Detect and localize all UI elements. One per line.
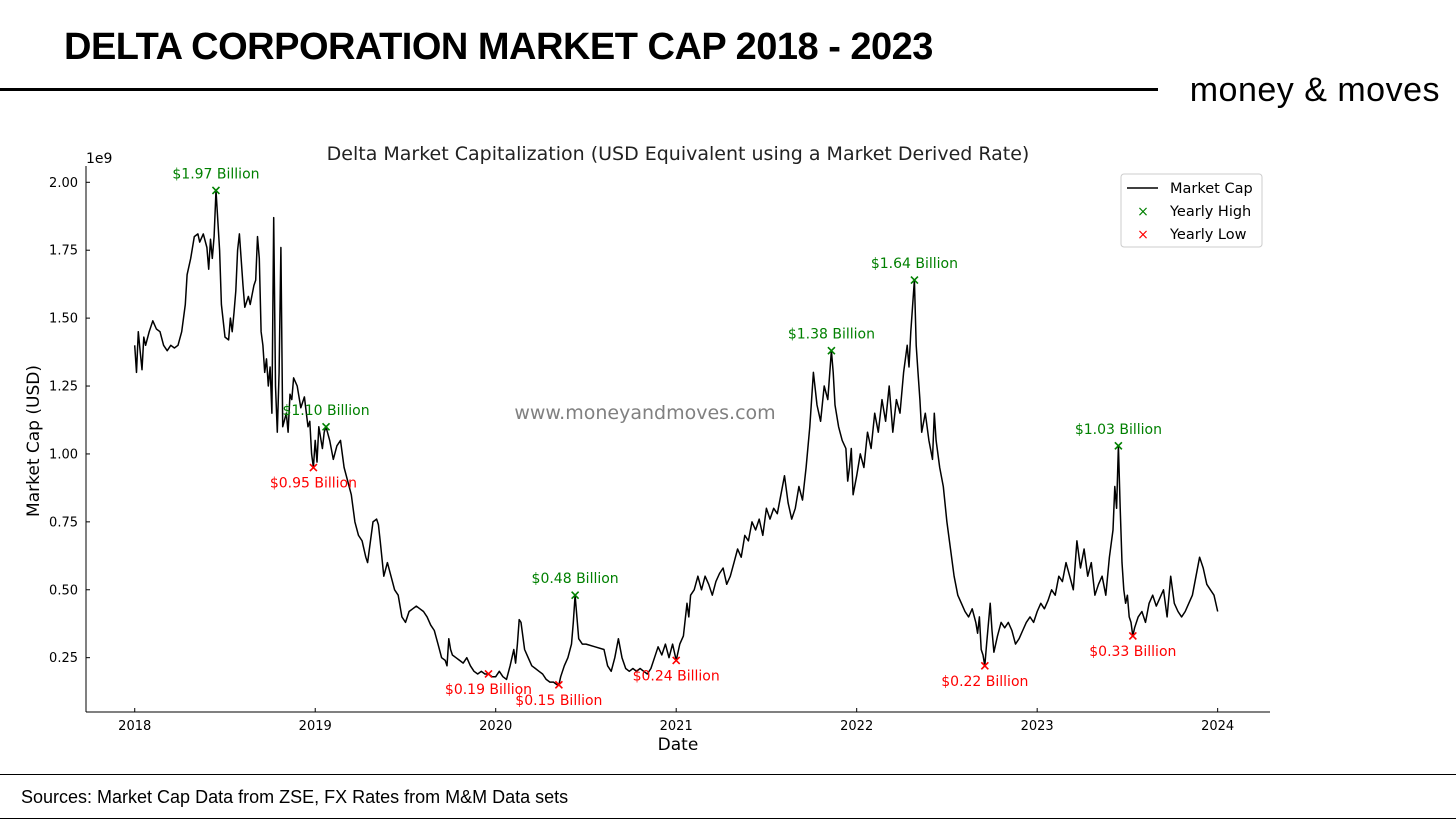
x-tick-label: 2018 — [118, 719, 151, 734]
yearly-high-marker-stroke — [910, 276, 919, 285]
legend-box — [1120, 173, 1263, 248]
yearly-low-marker — [309, 463, 318, 472]
y-tick-label: 1.00 — [49, 447, 78, 462]
yearly-low-label: $0.19 Billion — [445, 682, 532, 698]
yearly-high-marker — [827, 346, 836, 355]
yearly-high-marker-stroke — [571, 591, 580, 600]
sources-note: Sources: Market Cap Data from ZSE, FX Ra… — [21, 787, 569, 807]
y-tick-label: 0.50 — [49, 583, 78, 598]
x-tick-label: 2021 — [660, 719, 693, 734]
yearly-high-marker-stroke — [1114, 441, 1123, 450]
plot-area: $1.97 Billion $1.10 Billion $0.48 Billion $… — [133, 166, 1219, 709]
legend-yearly-low-label: Yearly Low — [1169, 227, 1247, 243]
legend-market-cap-label: Market Cap — [1170, 181, 1253, 197]
y-offset-text: 1e9 — [86, 151, 112, 167]
yearly-high-label: $1.10 Billion — [282, 403, 369, 419]
yearly-high-label: $0.48 Billion — [532, 571, 619, 587]
x-tick-label: 2024 — [1201, 719, 1234, 734]
yearly-low-label: $0.22 Billion — [941, 674, 1028, 690]
yearly-low-marker-stroke — [672, 656, 681, 665]
yearly-low-marker-stroke — [554, 680, 563, 689]
yearly-high-marker-stroke — [827, 346, 836, 355]
yearly-high-marker — [910, 276, 919, 285]
yearly-high-marker — [1114, 441, 1123, 450]
yearly-low-label: $0.24 Billion — [633, 668, 720, 684]
yearly-low-marker — [1128, 631, 1137, 641]
yearly-high-marker — [321, 422, 331, 431]
y-tick-label: 1.25 — [49, 380, 78, 395]
yearly-high-label: $1.64 Billion — [871, 256, 958, 272]
header-divider — [0, 88, 1158, 91]
watermark-text: www.moneyandmoves.com — [514, 402, 775, 424]
yearly-high-label: $1.03 Billion — [1075, 422, 1162, 438]
y-tick-label: 0.25 — [49, 651, 78, 666]
y-tick-label: 1.75 — [49, 244, 78, 259]
x-tick-label: 2023 — [1021, 719, 1054, 734]
market-cap-line — [133, 189, 1219, 686]
yearly-low-label: $0.33 Billion — [1089, 644, 1176, 660]
y-axis-label: Market Cap (USD) — [24, 365, 44, 517]
x-axis-label: Date — [658, 735, 699, 755]
yearly-low-marker — [554, 680, 563, 689]
brand-logo: money & moves — [1189, 71, 1440, 109]
yearly-low-label: $0.15 Billion — [515, 693, 602, 709]
yearly-low-marker — [484, 669, 493, 679]
yearly-low-label: $0.95 Billion — [270, 476, 357, 492]
yearly-high-marker — [571, 591, 580, 600]
axes: 2018 2019 2020 2021 2022 2023 2024 0.25 0.50 0.75… — [49, 166, 1270, 734]
market-cap-chart: Delta Market Capitalization (USD Equival… — [24, 143, 1270, 755]
y-tick-label: 2.00 — [49, 176, 78, 191]
y-tick-label: 1.50 — [49, 312, 78, 327]
yearly-low-marker-stroke — [484, 669, 493, 679]
yearly-high-marker — [211, 186, 221, 195]
x-tick-label: 2020 — [479, 719, 512, 734]
yearly-low-marker — [980, 661, 989, 670]
y-tick-label: 0.75 — [49, 515, 78, 530]
x-tick-label: 2019 — [299, 719, 332, 734]
footer-divider-top — [0, 774, 1456, 775]
yearly-high-marker-stroke — [321, 422, 331, 431]
page-title: DELTA CORPORATION MARKET CAP 2018 - 2023 — [64, 26, 933, 68]
legend: Market Cap × Yearly High × Yearly Low — [1120, 173, 1263, 248]
yearly-low-marker-stroke — [980, 661, 989, 670]
legend-yearly-low-marker: × — [1137, 227, 1149, 243]
footer-divider-bottom — [0, 818, 1456, 819]
yearly-high-label: $1.38 Billion — [788, 327, 875, 343]
legend-yearly-high-marker: × — [1137, 204, 1149, 220]
yearly-high-marker-stroke — [211, 186, 221, 195]
chart-title: Delta Market Capitalization (USD Equival… — [327, 143, 1030, 165]
yearly-low-marker-stroke — [1128, 631, 1137, 641]
yearly-high-label: $1.97 Billion — [172, 166, 259, 182]
x-tick-label: 2022 — [840, 719, 873, 734]
yearly-low-marker-stroke — [309, 463, 318, 472]
legend-yearly-high-label: Yearly High — [1169, 204, 1251, 220]
yearly-low-marker — [672, 656, 681, 665]
